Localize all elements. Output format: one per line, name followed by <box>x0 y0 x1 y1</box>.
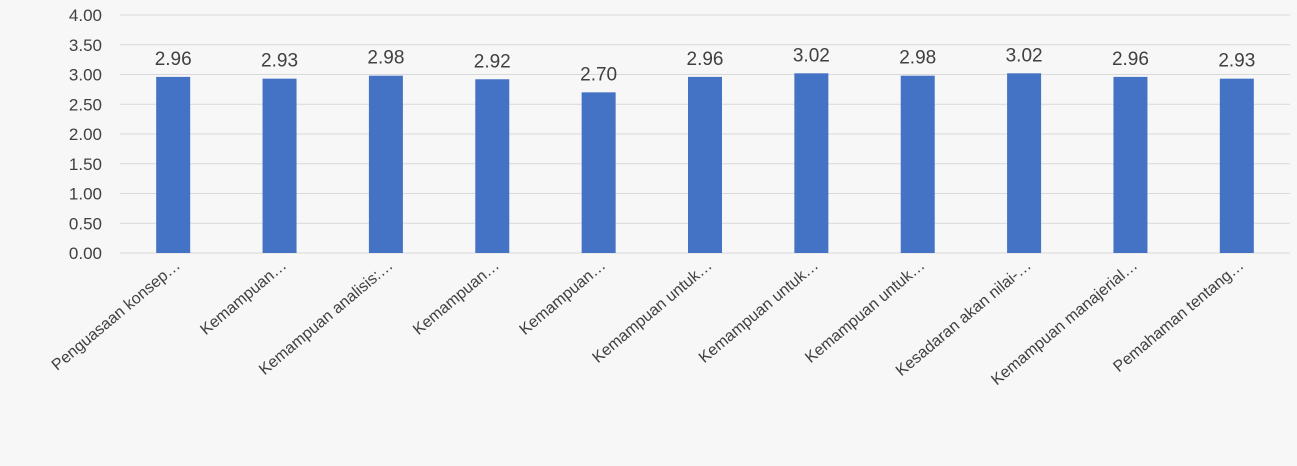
data-label: 2.93 <box>1218 51 1255 72</box>
data-label: 3.02 <box>793 45 830 66</box>
y-tick-label: 4.00 <box>69 6 102 25</box>
x-tick-label: Kemampuan untuk… <box>802 257 928 367</box>
data-label: 2.98 <box>899 48 936 69</box>
y-axis-tick-labels: 0.00 0.50 1.00 1.50 2.00 2.50 3.00 3.50 4.00 <box>69 6 102 263</box>
bar <box>156 76 191 253</box>
data-label: 2.70 <box>580 64 617 85</box>
bar <box>475 79 510 253</box>
x-tick-label: Kemampuan… <box>410 257 503 339</box>
bars <box>156 73 1254 253</box>
data-labels: 2.96 2.93 2.98 2.92 2.70 2.96 3.02 2.98 3.02 2.96… <box>155 45 1256 85</box>
bar <box>1113 76 1148 253</box>
data-label: 2.98 <box>367 48 404 69</box>
y-tick-label: 1.00 <box>69 185 102 204</box>
data-label: 2.92 <box>474 51 511 72</box>
bar <box>1219 78 1254 253</box>
y-tick-label: 1.50 <box>69 155 102 174</box>
bar <box>794 73 829 253</box>
x-tick-label: Kemampuan untuk… <box>696 257 822 367</box>
bar <box>900 75 935 253</box>
x-tick-label: Kemampuan… <box>197 257 290 339</box>
y-tick-label: 0.50 <box>69 214 102 233</box>
bar <box>368 75 403 253</box>
bar <box>262 78 297 253</box>
x-tick-label: Kemampuan… <box>517 257 610 339</box>
y-tick-label: 3.00 <box>69 66 102 85</box>
bar <box>688 76 722 253</box>
x-tick-label: Penguasaan konsep… <box>49 257 184 374</box>
y-tick-label: 3.50 <box>69 36 102 55</box>
data-label: 2.96 <box>1112 49 1149 70</box>
data-label: 2.96 <box>155 49 192 70</box>
data-label: 3.02 <box>1006 45 1043 66</box>
x-tick-label: Kemampuan untuk… <box>589 257 715 367</box>
data-label: 2.93 <box>261 51 298 72</box>
y-tick-label: 0.00 <box>69 244 102 263</box>
y-tick-label: 2.00 <box>69 125 102 144</box>
data-label: 2.96 <box>687 49 724 70</box>
x-axis-tick-labels: Penguasaan konsep… Kemampuan…Kemampuan an… <box>49 257 1248 389</box>
bar <box>581 92 616 253</box>
bar <box>1007 73 1042 253</box>
y-tick-label: 2.50 <box>69 95 102 114</box>
